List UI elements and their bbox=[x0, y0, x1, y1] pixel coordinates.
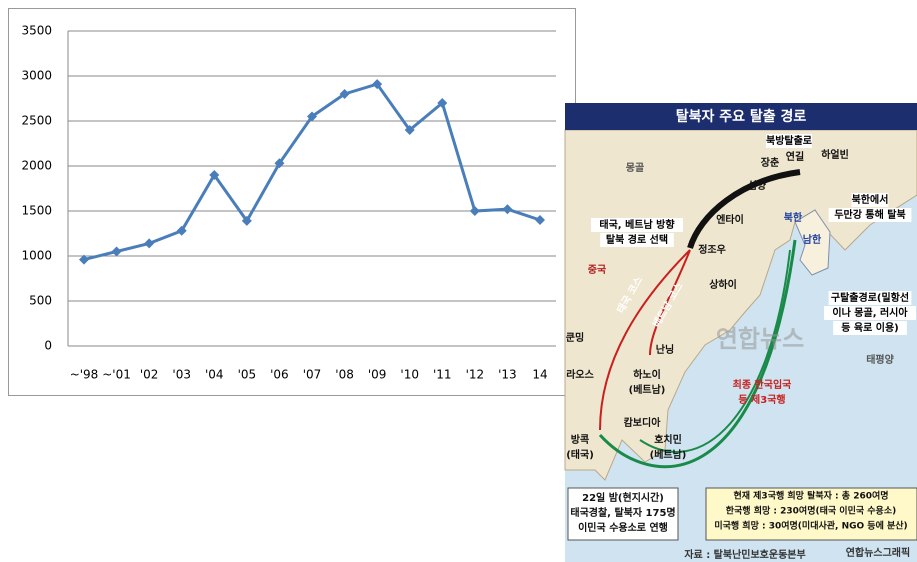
y-tick-label: 3500 bbox=[21, 24, 52, 38]
map-label: 22일 밤(현지시간) bbox=[582, 491, 664, 504]
map-label: 정조우 bbox=[698, 243, 726, 256]
map-label: 장춘 bbox=[761, 156, 779, 169]
map-label: 구탈출경로(밀항선 bbox=[831, 291, 909, 304]
map-label: 탈북 경로 선택 bbox=[606, 233, 668, 246]
map-label: 등 제3국행 bbox=[738, 393, 785, 406]
map-label: 태평양 bbox=[866, 353, 894, 366]
map-label: 캄보디아 bbox=[624, 416, 662, 429]
map-label: 태국경찰, 탈북자 175명 bbox=[570, 506, 675, 519]
map-label: 방콕 bbox=[571, 433, 589, 446]
map-label: 이나 몽골, 러시아 bbox=[832, 306, 908, 319]
x-tick-label: '08 bbox=[335, 368, 354, 382]
map-label: (태국) bbox=[566, 448, 594, 461]
map-label: 심양 bbox=[748, 179, 767, 192]
map-label: 하얼빈 bbox=[821, 148, 849, 161]
map-label: 최종 한국입국 bbox=[733, 378, 792, 391]
map-label: 이민국 수용소로 연행 bbox=[578, 521, 668, 534]
map-label: 자료 : 탈북난민보호운동본부 bbox=[684, 548, 805, 561]
x-tick-label: '03 bbox=[172, 368, 191, 382]
y-tick-label: 2500 bbox=[21, 114, 52, 128]
x-tick-label: '07 bbox=[303, 368, 322, 382]
map-label: 하노이 bbox=[633, 368, 661, 381]
map-label: (베트남) bbox=[650, 448, 687, 461]
map-title: 탈북자 주요 탈출 경로 bbox=[676, 108, 807, 125]
y-tick-label: 2000 bbox=[21, 159, 52, 173]
map-label: 미국행 희망 : 30여명(미대사관, NGO 등에 분산) bbox=[714, 520, 907, 532]
x-tick-label: ~'98 bbox=[70, 368, 99, 382]
x-tick-label: 14 bbox=[532, 368, 547, 382]
map-label: 쿤밍 bbox=[566, 331, 584, 344]
map-label: (베트남) bbox=[629, 383, 666, 396]
map-label: 엔타이 bbox=[716, 213, 744, 226]
x-tick-label: ~'01 bbox=[102, 368, 131, 382]
x-tick-label: '12 bbox=[466, 368, 485, 382]
y-tick-label: 0 bbox=[44, 339, 52, 353]
y-tick-label: 1000 bbox=[21, 249, 52, 263]
chart-frame bbox=[9, 9, 576, 396]
y-tick-label: 1500 bbox=[21, 204, 52, 218]
map-label: 연길 bbox=[786, 150, 804, 163]
x-tick-label: '10 bbox=[400, 368, 419, 382]
x-tick-label: '11 bbox=[433, 368, 452, 382]
map-label: 한국행 희망 : 230여명(태국 이민국 수용소) bbox=[726, 505, 896, 517]
map-label: 난닝 bbox=[656, 343, 674, 356]
map-label: 북방탈출로 bbox=[766, 134, 812, 147]
x-tick-label: '09 bbox=[368, 368, 387, 382]
x-tick-label: '06 bbox=[270, 368, 289, 382]
map-label: 라오스 bbox=[566, 368, 594, 381]
map-label: 태국, 베트남 방향 bbox=[599, 218, 675, 231]
x-tick-label: '04 bbox=[205, 368, 224, 382]
y-tick-label: 500 bbox=[29, 294, 52, 308]
map-label: 상하이 bbox=[709, 278, 737, 291]
map-label: 중국 bbox=[588, 264, 606, 276]
map-label: 몽골 bbox=[626, 162, 644, 174]
map-label: 북한 bbox=[784, 212, 803, 224]
map-label: 현재 제3국행 희망 탈북자 : 총 260여명 bbox=[733, 490, 888, 502]
map-label: 호치민 bbox=[654, 433, 682, 446]
map-label: 연합뉴스 bbox=[716, 325, 804, 353]
map-label: 연합뉴스그래픽 bbox=[846, 546, 910, 559]
map-label: 등 육로 이용) bbox=[841, 321, 899, 334]
x-tick-label: '05 bbox=[238, 368, 257, 382]
map-label: 북한에서 bbox=[852, 193, 889, 206]
page: 0 500 1000 1500 2000 2500 3000 3500 ~'98~'01 '02 '… bbox=[0, 0, 917, 562]
map-label: 남한 bbox=[803, 233, 822, 246]
map-label: 두만강 통해 탈북 bbox=[834, 208, 905, 221]
x-tick-label: '13 bbox=[498, 368, 517, 382]
y-tick-label: 3000 bbox=[21, 69, 52, 83]
x-tick-label: '02 bbox=[140, 368, 159, 382]
